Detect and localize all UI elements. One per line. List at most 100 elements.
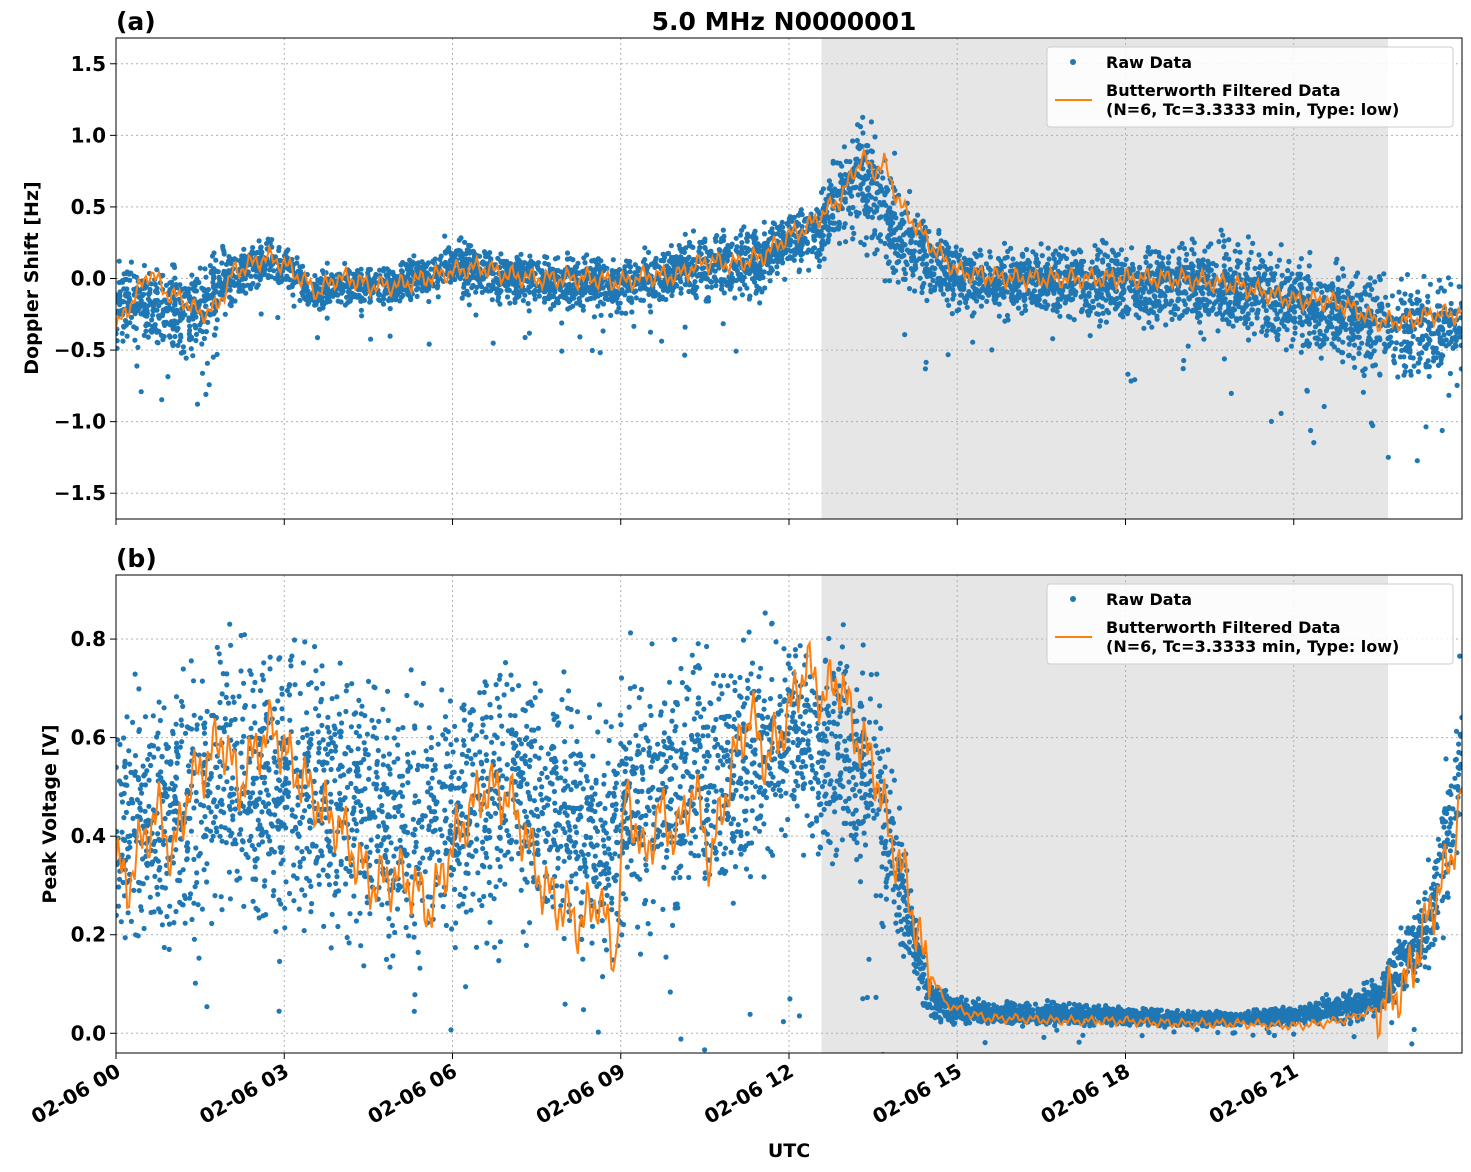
raw-point xyxy=(989,347,995,353)
raw-point xyxy=(563,287,570,293)
raw-point xyxy=(1193,291,1199,297)
raw-point xyxy=(1024,246,1030,253)
raw-point xyxy=(758,269,764,276)
raw-point xyxy=(1368,420,1374,426)
raw-point xyxy=(863,143,870,149)
raw-point xyxy=(1372,279,1378,285)
raw-point xyxy=(473,289,479,295)
raw-point xyxy=(1197,319,1203,325)
raw-point xyxy=(633,295,639,301)
raw-point xyxy=(1360,389,1366,395)
raw-point xyxy=(697,244,703,250)
raw-point xyxy=(928,258,935,264)
raw-point xyxy=(1340,339,1346,345)
raw-point xyxy=(889,240,895,246)
raw-point xyxy=(635,265,641,271)
raw-point xyxy=(1398,276,1404,282)
raw-point xyxy=(1121,289,1127,295)
raw-point xyxy=(1250,240,1256,246)
raw-point xyxy=(1203,297,1209,303)
raw-point xyxy=(919,284,925,291)
raw-point xyxy=(1221,244,1227,250)
raw-point xyxy=(154,297,160,303)
raw-point xyxy=(760,274,766,281)
raw-point xyxy=(481,249,488,255)
raw-point xyxy=(589,258,595,264)
raw-point xyxy=(753,290,759,296)
raw-point xyxy=(548,306,554,312)
raw-point xyxy=(1175,267,1181,273)
raw-point xyxy=(1181,298,1187,304)
raw-point xyxy=(841,224,847,230)
raw-point xyxy=(193,337,199,344)
raw-point xyxy=(1311,329,1317,335)
raw-point xyxy=(668,269,674,275)
raw-point xyxy=(742,250,749,257)
raw-point xyxy=(1401,372,1407,378)
raw-point xyxy=(882,278,888,284)
raw-point xyxy=(199,285,205,291)
raw-point xyxy=(457,248,463,254)
raw-point xyxy=(1389,327,1395,333)
raw-point xyxy=(1366,319,1372,325)
raw-point xyxy=(665,250,672,256)
raw-point xyxy=(1322,315,1328,321)
raw-point xyxy=(943,241,950,247)
raw-point xyxy=(1059,293,1065,299)
raw-point xyxy=(487,282,493,288)
raw-point xyxy=(203,274,209,280)
raw-point xyxy=(1045,302,1051,308)
raw-point xyxy=(885,234,891,240)
raw-point xyxy=(350,271,356,277)
raw-point xyxy=(708,248,714,254)
raw-point xyxy=(1078,249,1084,255)
raw-point xyxy=(156,315,162,321)
raw-point xyxy=(600,328,606,334)
raw-point xyxy=(194,276,200,282)
raw-point xyxy=(1038,304,1045,310)
raw-point xyxy=(951,291,957,298)
raw-point xyxy=(1385,454,1391,460)
raw-point xyxy=(733,277,739,284)
raw-point xyxy=(1191,240,1197,246)
raw-point xyxy=(978,252,984,258)
raw-point xyxy=(1104,307,1110,313)
raw-point xyxy=(1275,337,1281,343)
raw-point xyxy=(1340,359,1346,365)
raw-point xyxy=(426,298,432,305)
raw-point xyxy=(648,309,654,315)
raw-point xyxy=(1415,289,1421,295)
raw-point xyxy=(453,248,459,254)
raw-point xyxy=(614,295,620,301)
raw-point xyxy=(627,269,633,275)
raw-point xyxy=(789,218,795,224)
raw-point xyxy=(1269,327,1275,333)
raw-point xyxy=(661,258,667,264)
raw-point xyxy=(555,300,562,306)
raw-point xyxy=(460,290,467,296)
raw-point xyxy=(228,258,234,264)
raw-point xyxy=(323,298,330,304)
raw-point xyxy=(1146,310,1152,316)
raw-point xyxy=(956,252,963,258)
raw-point xyxy=(1458,342,1462,349)
raw-point xyxy=(854,137,860,144)
raw-point xyxy=(117,289,123,295)
raw-point xyxy=(1410,333,1416,339)
raw-point xyxy=(127,277,133,283)
raw-point xyxy=(1292,319,1298,325)
raw-point xyxy=(231,282,237,288)
raw-point xyxy=(1093,265,1099,271)
raw-point xyxy=(124,286,130,292)
raw-point xyxy=(1420,333,1426,339)
raw-point xyxy=(1039,253,1045,259)
raw-point xyxy=(1336,336,1342,342)
raw-point xyxy=(170,262,176,268)
raw-point xyxy=(949,311,955,317)
raw-point xyxy=(853,161,859,167)
raw-point xyxy=(843,239,849,245)
raw-point xyxy=(1453,337,1459,343)
raw-point xyxy=(1064,264,1070,270)
raw-point xyxy=(275,278,281,284)
raw-point xyxy=(1294,276,1300,282)
